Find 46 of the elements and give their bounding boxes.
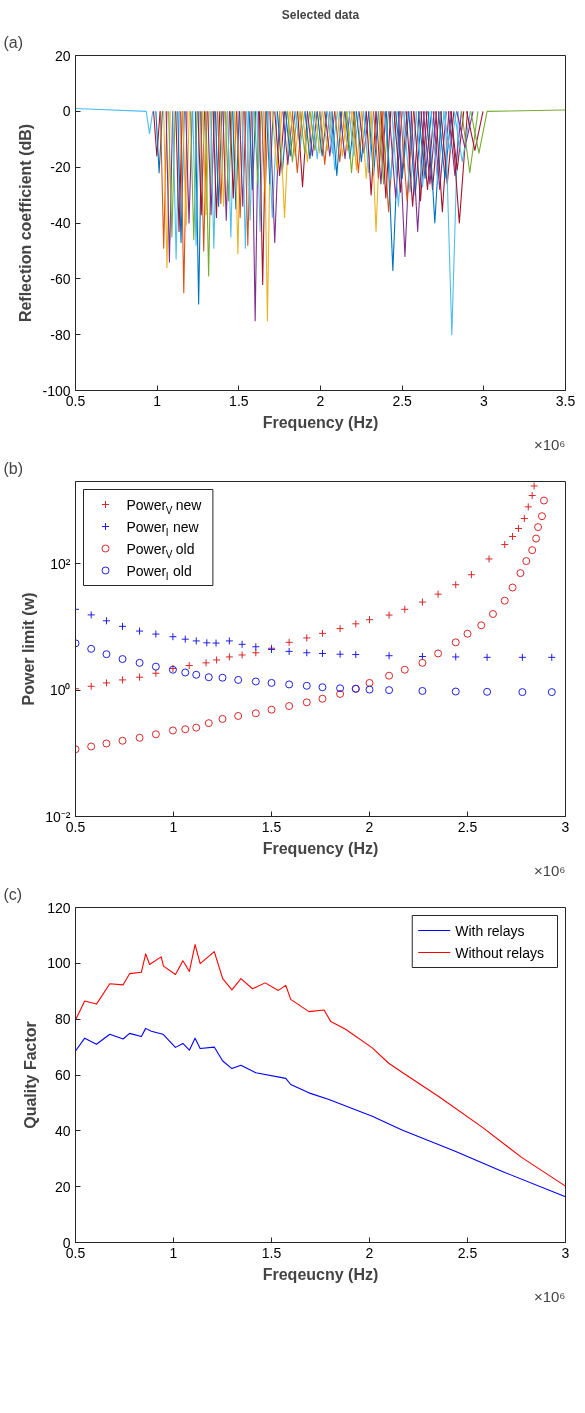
x-tick-label: 1.5 (261, 1244, 282, 1261)
x-axis-title: Freqeucny (Hz) (262, 1265, 379, 1283)
legend-label: With relays (455, 922, 525, 939)
text: (b) (3, 459, 24, 477)
x-tick-label: 2 (365, 818, 374, 835)
y-tick-label: 0 (62, 103, 71, 120)
x-tick-label: 1 (169, 1244, 178, 1261)
y-tick-label: 120 (47, 899, 71, 916)
x-axis-title: Frequency (Hz) (262, 413, 379, 431)
x-tick-label: 2.5 (457, 818, 478, 835)
x-axis-title: Frequency (Hz) (262, 839, 379, 857)
y-tick-label: 100 (47, 955, 71, 972)
y-tick-label: 20 (54, 1178, 71, 1195)
x-tick-label: 3 (561, 1244, 570, 1261)
x-tick-label: 3.5 (555, 392, 576, 409)
x-tick-label: 1.5 (261, 818, 282, 835)
y-tick-label: 80 (54, 1011, 71, 1028)
y-tick-label: 40 (54, 1122, 71, 1139)
x-tick-label: 2.5 (392, 392, 413, 409)
y-axis-title: Quality Factor (22, 1021, 40, 1129)
text: ×10⁶ (533, 1287, 566, 1305)
text: (a) (3, 33, 24, 51)
y-axis-title: Power limit (w) (20, 592, 38, 706)
text: ×10⁶ (533, 861, 566, 879)
text: (c) (3, 885, 23, 903)
x-tick-label: 3 (561, 818, 570, 835)
y-axis-title: Reflection coefficient (dB) (17, 123, 35, 323)
y-tick-label: 10² (50, 555, 71, 572)
x-tick-label: 2.5 (457, 1244, 478, 1261)
y-tick-label: 60 (54, 1067, 71, 1083)
chart-title: Selected data (281, 7, 360, 22)
text: ×10⁶ (533, 435, 566, 453)
x-tick-label: 1.5 (229, 392, 249, 409)
y-tick-label: 10⁰ (49, 682, 71, 699)
y-tick-label: 20 (54, 47, 71, 64)
y-tick-label: -60 (50, 270, 71, 287)
y-tick-label: -20 (50, 159, 71, 176)
x-tick-label: 2 (316, 392, 325, 409)
x-tick-label: 1 (153, 392, 162, 409)
y-tick-label: -80 (50, 326, 71, 343)
x-tick-label: 1 (169, 818, 178, 835)
x-tick-label: 2 (365, 1244, 374, 1261)
x-tick-label: 3 (479, 392, 488, 409)
y-tick-label: -40 (50, 215, 71, 231)
legend-label: Without relays (455, 944, 544, 961)
x-tick-label: 0.5 (65, 818, 86, 835)
